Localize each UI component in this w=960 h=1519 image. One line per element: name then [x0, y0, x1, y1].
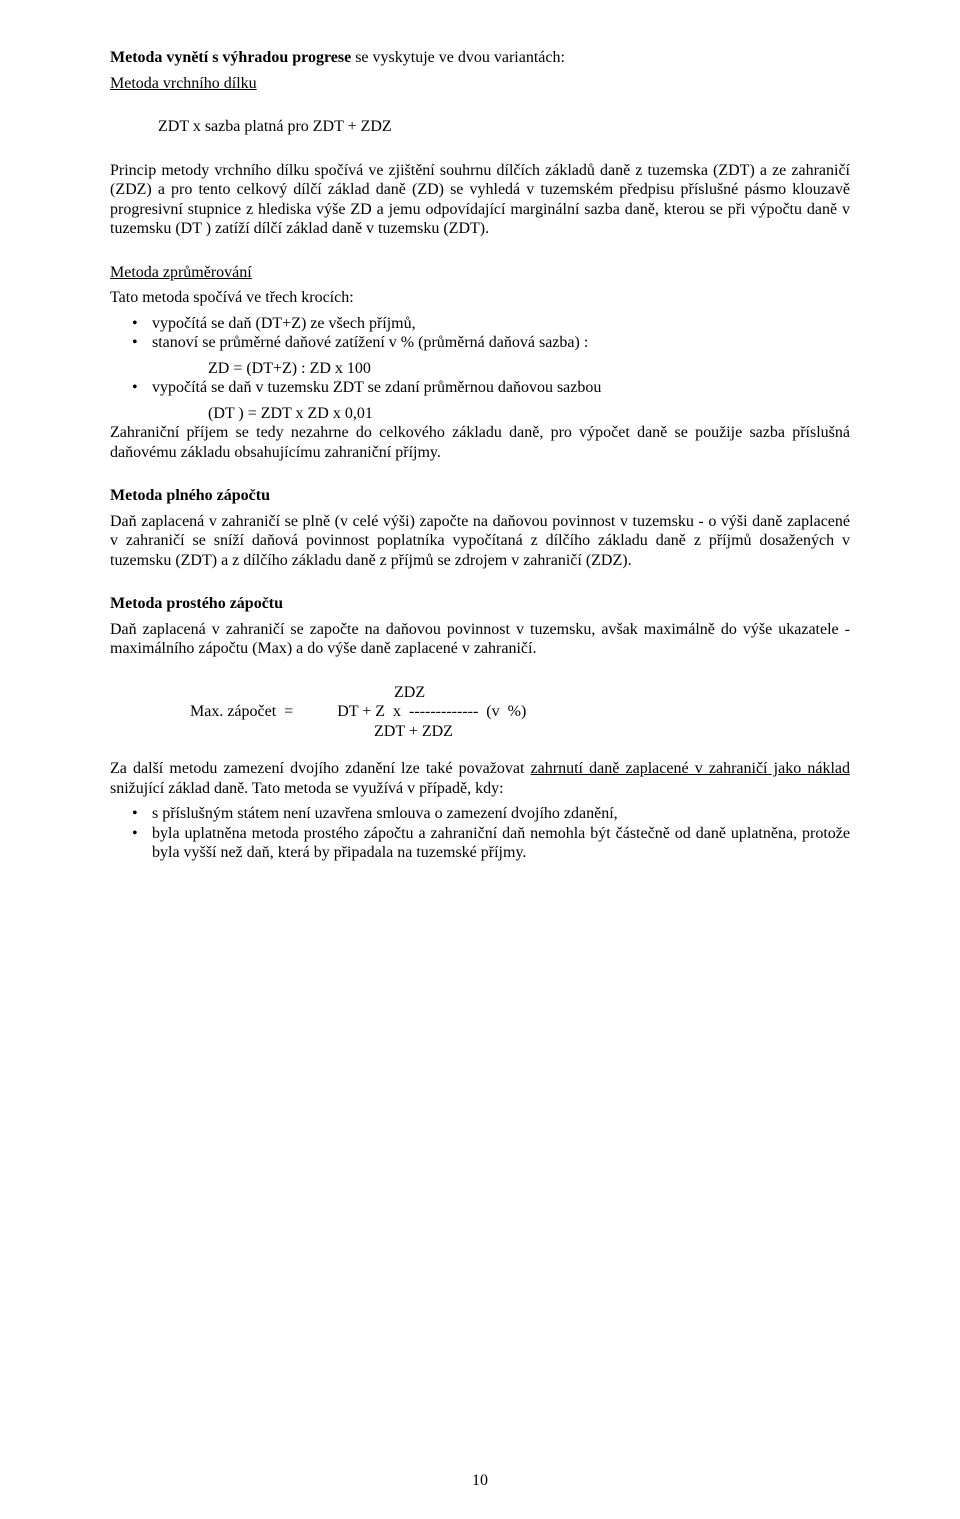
subheading-text: Metoda vrchního dílku: [110, 75, 257, 92]
formula-max-zapocet-line2: Max. zápočet = DT + Z x ------------- (v…: [110, 702, 850, 722]
heading-text: Metoda prostého zápočtu: [110, 595, 283, 612]
paragraph-text: Daň zaplacená v zahraničí se započte na …: [110, 621, 850, 658]
heading-prosteho-zapoctu: Metoda prostého zápočtu: [110, 594, 850, 614]
spacer: [110, 741, 850, 759]
formula-text: (DT ) = ZDT x ZD x 0,01: [208, 405, 373, 422]
formula-zdt-sazba: ZDT x sazba platná pro ZDT + ZDZ: [110, 117, 850, 137]
page-number-text: 10: [472, 1472, 488, 1489]
formula-text: ZD = (DT+Z) : ZD x 100: [208, 360, 371, 377]
paragraph-text: Princip metody vrchního dílku spočívá ve…: [110, 162, 850, 238]
list-item-text: s příslušným státem není uzavřena smlouv…: [152, 805, 618, 822]
subheading-vrchniho-dilku: Metoda vrchního dílku: [110, 74, 850, 94]
list-item-text: byla uplatněna metoda prostého zápočtu a…: [152, 825, 850, 862]
list-item: vypočítá se daň (DT+Z) ze všech příjmů,: [110, 314, 850, 334]
list-item-text: vypočítá se daň (DT+Z) ze všech příjmů,: [152, 315, 416, 332]
paragraph-zahranicni-prijem: Zahraniční příjem se tedy nezahrne do ce…: [110, 423, 850, 462]
document-page: Metoda vynětí s výhradou progrese se vys…: [0, 0, 960, 1519]
list-item-text: stanoví se průměrné daňové zatížení v % …: [152, 334, 588, 351]
spacer: [110, 468, 850, 486]
paragraph-text: Daň zaplacená v zahraničí se plně (v cel…: [110, 513, 850, 569]
paragraph-dalsi-metoda: Za další metodu zamezení dvojího zdanění…: [110, 759, 850, 798]
paragraph-text: Zahraniční příjem se tedy nezahrne do ce…: [110, 424, 850, 461]
spacer: [110, 99, 850, 117]
bullet-list-kroky: vypočítá se daň (DT+Z) ze všech příjmů, …: [110, 314, 850, 353]
list-item-text: vypočítá se daň v tuzemsku ZDT se zdaní …: [152, 379, 601, 396]
spacer: [110, 576, 850, 594]
heading-metoda-vyneti: Metoda vynětí s výhradou progrese se vys…: [110, 48, 850, 68]
heading-text: Metoda zprůměrování: [110, 264, 252, 281]
formula-max-zapocet-line3: ZDT + ZDZ: [110, 722, 850, 742]
paragraph-princip-vrchniho-dilku: Princip metody vrchního dílku spočívá ve…: [110, 161, 850, 239]
paragraph-text: Tato metoda spočívá ve třech krocích:: [110, 289, 354, 306]
spacer: [110, 143, 850, 161]
heading-text-bold: Metoda vynětí s výhradou progrese: [110, 49, 355, 66]
paragraph-plny-zapocet: Daň zaplacená v zahraničí se plně (v cel…: [110, 512, 850, 571]
paragraph-run3: snižující základ daně. Tato metoda se vy…: [110, 780, 504, 797]
bullet-list-kroky-cont: vypočítá se daň v tuzemsku ZDT se zdaní …: [110, 378, 850, 398]
heading-plneho-zapoctu: Metoda plného zápočtu: [110, 486, 850, 506]
heading-text: Metoda plného zápočtu: [110, 487, 270, 504]
heading-zprumerovani: Metoda zprůměrování: [110, 263, 850, 283]
paragraph-run2-underline: zahrnutí daně zaplacené v zahraničí jako…: [531, 760, 850, 777]
list-item: byla uplatněna metoda prostého zápočtu a…: [110, 824, 850, 863]
list-item: s příslušným státem není uzavřena smlouv…: [110, 804, 850, 824]
formula-max-zapocet-line1: ZDZ: [110, 683, 850, 703]
paragraph-prosty-zapocet: Daň zaplacená v zahraničí se započte na …: [110, 620, 850, 659]
heading-text-rest: se vyskytuje ve dvou variantách:: [355, 49, 565, 66]
paragraph-run1: Za další metodu zamezení dvojího zdanění…: [110, 760, 531, 777]
paragraph-tri-kroky: Tato metoda spočívá ve třech krocích:: [110, 288, 850, 308]
spacer: [110, 665, 850, 683]
list-item: stanoví se průměrné daňové zatížení v % …: [110, 333, 850, 353]
list-item: vypočítá se daň v tuzemsku ZDT se zdaní …: [110, 378, 850, 398]
bullet-list-pripady: s příslušným státem není uzavřena smlouv…: [110, 804, 850, 863]
formula-text: ZDT x sazba platná pro ZDT + ZDZ: [158, 118, 392, 135]
spacer: [110, 245, 850, 263]
formula-dt: (DT ) = ZDT x ZD x 0,01: [110, 404, 850, 424]
page-number: 10: [0, 1471, 960, 1491]
formula-zd: ZD = (DT+Z) : ZD x 100: [110, 359, 850, 379]
